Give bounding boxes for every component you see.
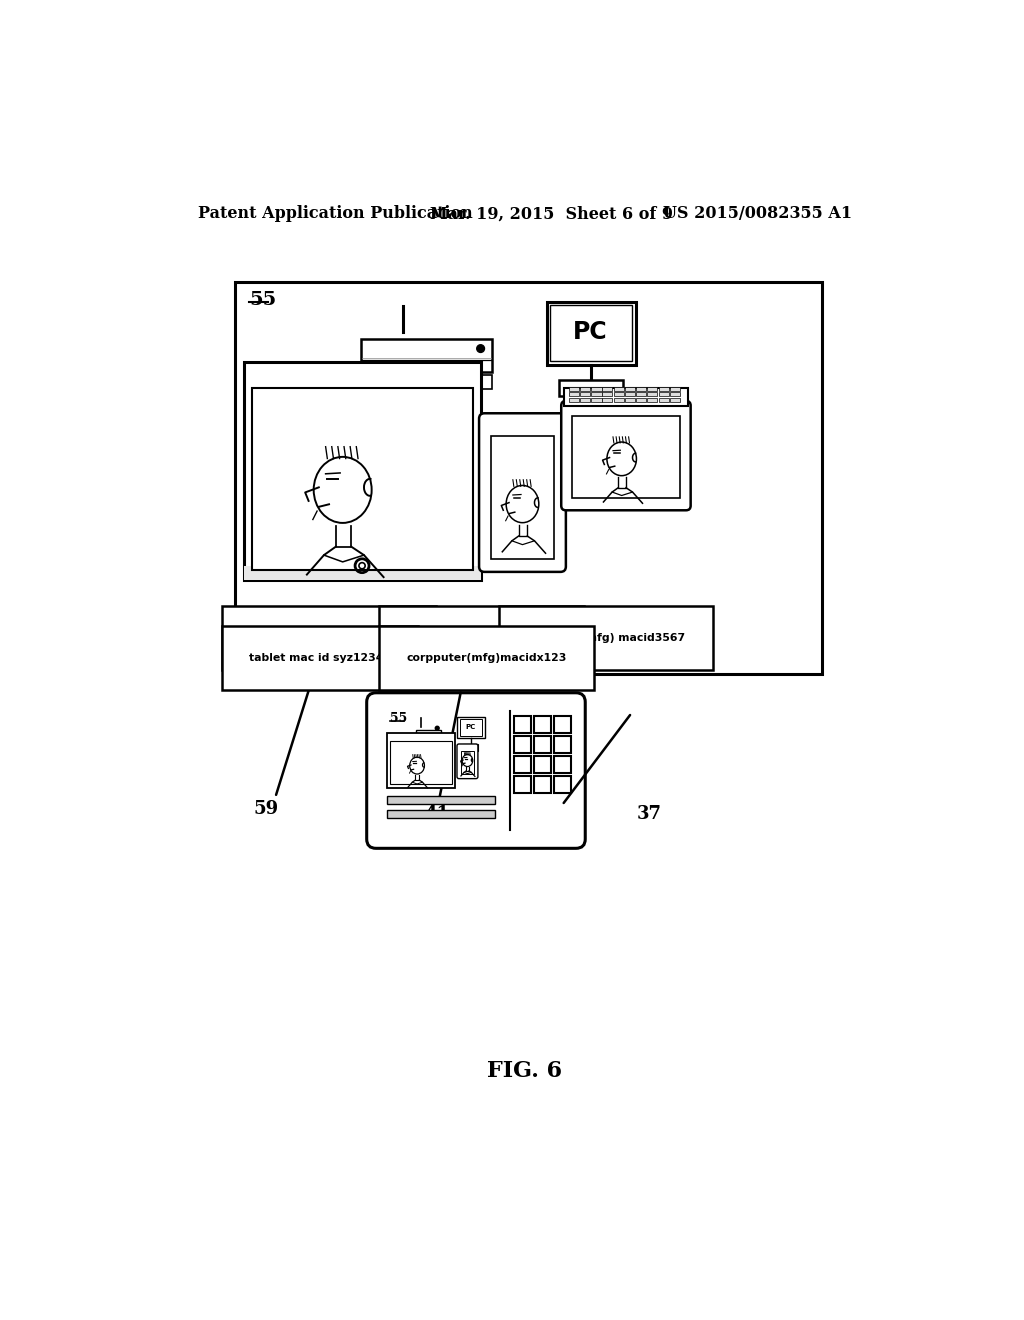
Text: laptop(mfg) macid12345: laptop(mfg) macid12345 bbox=[407, 634, 557, 643]
FancyBboxPatch shape bbox=[460, 719, 482, 737]
FancyBboxPatch shape bbox=[417, 730, 441, 739]
FancyBboxPatch shape bbox=[514, 715, 531, 733]
FancyBboxPatch shape bbox=[569, 387, 579, 391]
FancyBboxPatch shape bbox=[554, 737, 571, 752]
FancyBboxPatch shape bbox=[547, 302, 636, 364]
FancyBboxPatch shape bbox=[387, 810, 496, 818]
FancyBboxPatch shape bbox=[554, 756, 571, 774]
FancyBboxPatch shape bbox=[458, 717, 484, 738]
FancyBboxPatch shape bbox=[245, 363, 480, 579]
FancyBboxPatch shape bbox=[463, 744, 478, 751]
FancyBboxPatch shape bbox=[636, 397, 646, 401]
FancyBboxPatch shape bbox=[592, 392, 601, 396]
FancyBboxPatch shape bbox=[561, 401, 690, 511]
FancyBboxPatch shape bbox=[592, 387, 601, 391]
FancyBboxPatch shape bbox=[569, 392, 579, 396]
FancyBboxPatch shape bbox=[625, 397, 635, 401]
FancyBboxPatch shape bbox=[360, 375, 493, 388]
Text: 55: 55 bbox=[249, 292, 276, 309]
FancyBboxPatch shape bbox=[367, 693, 586, 849]
FancyBboxPatch shape bbox=[550, 305, 632, 360]
Text: samsung mac id syz12345: samsung mac id syz12345 bbox=[249, 634, 409, 643]
FancyBboxPatch shape bbox=[535, 756, 551, 774]
FancyBboxPatch shape bbox=[479, 413, 566, 572]
FancyBboxPatch shape bbox=[636, 387, 646, 391]
FancyBboxPatch shape bbox=[647, 397, 657, 401]
FancyBboxPatch shape bbox=[252, 388, 473, 570]
FancyBboxPatch shape bbox=[572, 416, 680, 498]
FancyBboxPatch shape bbox=[580, 392, 590, 396]
FancyBboxPatch shape bbox=[614, 397, 624, 401]
FancyBboxPatch shape bbox=[647, 387, 657, 391]
Text: 41: 41 bbox=[424, 805, 450, 824]
FancyBboxPatch shape bbox=[514, 737, 531, 752]
Text: tablet mac id syz12345: tablet mac id syz12345 bbox=[249, 653, 391, 663]
FancyBboxPatch shape bbox=[580, 387, 590, 391]
FancyBboxPatch shape bbox=[490, 436, 554, 558]
FancyBboxPatch shape bbox=[670, 392, 680, 396]
Text: Patent Application Publication: Patent Application Publication bbox=[198, 206, 472, 222]
FancyBboxPatch shape bbox=[670, 397, 680, 401]
FancyBboxPatch shape bbox=[387, 733, 455, 788]
FancyBboxPatch shape bbox=[614, 392, 624, 396]
FancyBboxPatch shape bbox=[647, 392, 657, 396]
FancyBboxPatch shape bbox=[559, 380, 624, 396]
FancyBboxPatch shape bbox=[535, 776, 551, 793]
Text: PC: PC bbox=[573, 319, 608, 343]
Text: corpputer(mfg)macidx123: corpputer(mfg)macidx123 bbox=[407, 653, 566, 663]
FancyBboxPatch shape bbox=[602, 392, 612, 396]
FancyBboxPatch shape bbox=[658, 387, 669, 391]
FancyBboxPatch shape bbox=[390, 741, 452, 784]
Text: PC: PC bbox=[466, 723, 476, 730]
FancyBboxPatch shape bbox=[360, 339, 493, 372]
Text: 37: 37 bbox=[636, 805, 662, 824]
Text: cablebox(mfg) macid3567: cablebox(mfg) macid3567 bbox=[526, 634, 685, 643]
FancyBboxPatch shape bbox=[245, 566, 480, 579]
FancyBboxPatch shape bbox=[234, 281, 822, 675]
FancyBboxPatch shape bbox=[535, 737, 551, 752]
FancyBboxPatch shape bbox=[670, 387, 680, 391]
Text: US 2015/0082355 A1: US 2015/0082355 A1 bbox=[663, 206, 852, 222]
Text: FIG. 6: FIG. 6 bbox=[487, 1060, 562, 1082]
FancyBboxPatch shape bbox=[564, 388, 687, 405]
Text: Mar. 19, 2015  Sheet 6 of 9: Mar. 19, 2015 Sheet 6 of 9 bbox=[430, 206, 673, 222]
FancyBboxPatch shape bbox=[461, 751, 474, 774]
Text: 59: 59 bbox=[254, 800, 279, 818]
Text: 55: 55 bbox=[390, 713, 408, 726]
FancyBboxPatch shape bbox=[457, 744, 478, 779]
FancyBboxPatch shape bbox=[592, 397, 601, 401]
FancyBboxPatch shape bbox=[580, 397, 590, 401]
FancyBboxPatch shape bbox=[387, 796, 496, 804]
FancyBboxPatch shape bbox=[614, 387, 624, 391]
FancyBboxPatch shape bbox=[554, 776, 571, 793]
FancyBboxPatch shape bbox=[514, 756, 531, 774]
FancyBboxPatch shape bbox=[554, 715, 571, 733]
FancyBboxPatch shape bbox=[514, 776, 531, 793]
FancyBboxPatch shape bbox=[625, 387, 635, 391]
FancyBboxPatch shape bbox=[658, 397, 669, 401]
FancyBboxPatch shape bbox=[636, 392, 646, 396]
FancyBboxPatch shape bbox=[625, 392, 635, 396]
FancyBboxPatch shape bbox=[535, 715, 551, 733]
FancyBboxPatch shape bbox=[602, 397, 612, 401]
FancyBboxPatch shape bbox=[658, 392, 669, 396]
Circle shape bbox=[435, 726, 439, 730]
FancyBboxPatch shape bbox=[569, 397, 579, 401]
FancyBboxPatch shape bbox=[602, 387, 612, 391]
Circle shape bbox=[477, 345, 484, 352]
